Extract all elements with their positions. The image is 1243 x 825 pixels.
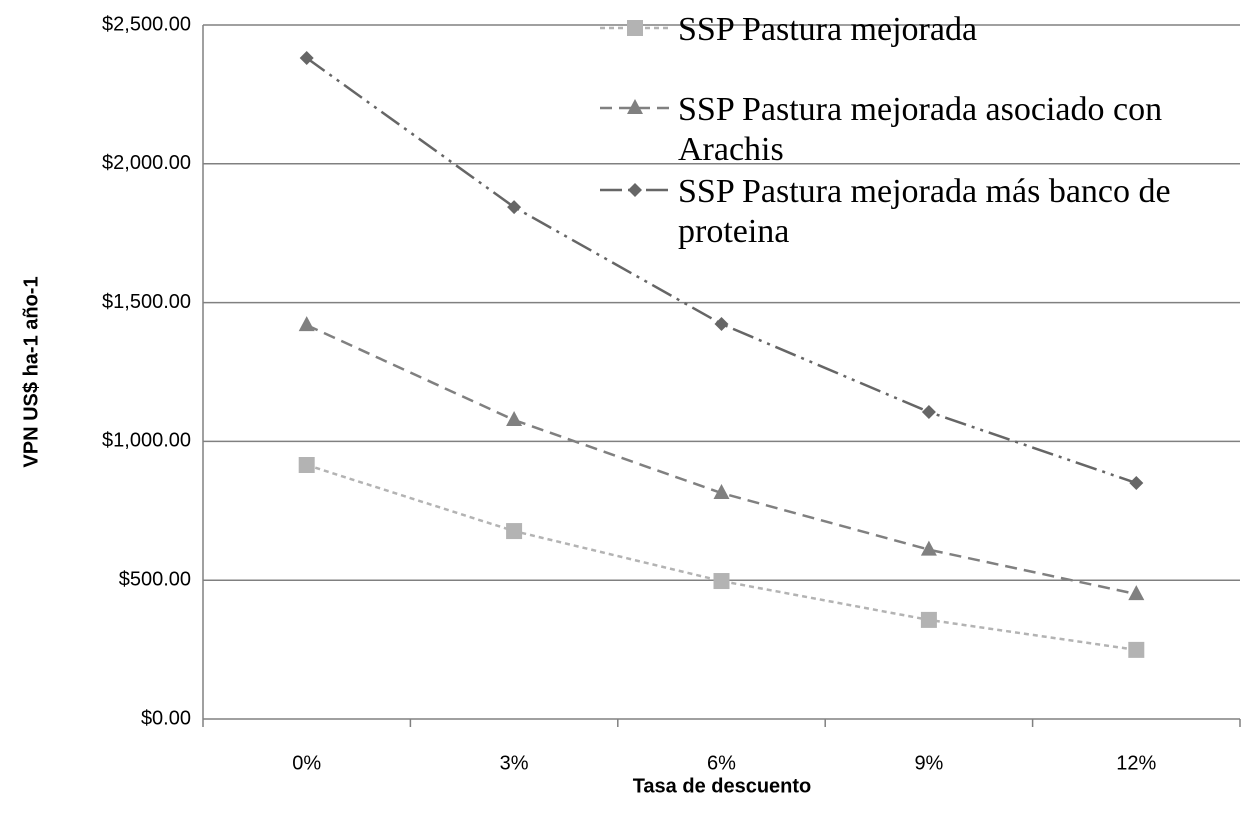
marker: [627, 20, 643, 36]
x-axis-title: Tasa de descuento: [633, 775, 812, 797]
series-line: [305, 57, 1137, 485]
series-line: [306, 323, 1137, 596]
series-line: [306, 463, 1137, 652]
marker: [1128, 585, 1145, 601]
marker: [1128, 641, 1145, 658]
marker: [507, 200, 522, 215]
y-tick-label: $1,500.00: [102, 291, 191, 313]
x-tick-label: 0%: [292, 752, 321, 774]
marker: [920, 540, 937, 556]
marker: [298, 316, 315, 332]
legend-entry: SSP Pastura mejorada: [678, 11, 978, 48]
marker: [299, 51, 314, 66]
x-tick-label: 3%: [500, 752, 529, 774]
marker: [628, 183, 642, 197]
y-tick-label: $2,500.00: [102, 13, 191, 35]
y-tick-label: $500.00: [119, 568, 191, 590]
marker: [920, 611, 937, 628]
x-tick-label: 12%: [1116, 752, 1156, 774]
legend-entry: SSP Pastura mejorada asociado con Arachi…: [678, 91, 1163, 168]
marker: [714, 316, 729, 331]
x-tick-label: 6%: [707, 752, 736, 774]
marker: [713, 573, 730, 590]
marker: [1129, 476, 1144, 491]
marker: [627, 99, 643, 114]
marker: [506, 523, 523, 540]
x-tick-label: 9%: [914, 752, 943, 774]
y-axis-title: VPN US$ ha-1 año-1: [20, 276, 42, 467]
marker: [921, 404, 936, 419]
y-tick-label: $0.00: [141, 707, 191, 729]
marker: [506, 411, 523, 427]
y-tick-label: $1,000.00: [102, 430, 191, 452]
legend-entry: SSP Pastura mejorada más banco de protei…: [678, 173, 1171, 250]
marker: [298, 456, 315, 473]
y-tick-label: $2,000.00: [102, 152, 191, 174]
marker: [713, 484, 730, 500]
